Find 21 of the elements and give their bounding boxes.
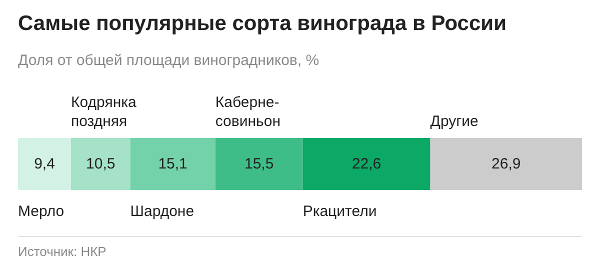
bar bbox=[215, 138, 303, 190]
data-label: 26,9 bbox=[492, 156, 521, 172]
series-label: Кодрянка поздняя bbox=[71, 94, 137, 130]
bar bbox=[18, 138, 72, 190]
data-label: 15,1 bbox=[158, 156, 188, 172]
bar bbox=[130, 138, 216, 190]
data-label: 15,5 bbox=[244, 156, 274, 172]
series-label: Мерло bbox=[18, 203, 64, 220]
bar bbox=[302, 138, 430, 190]
chart-subtitle: Доля от общей площади виноградников, % bbox=[18, 52, 320, 69]
bar bbox=[71, 138, 130, 190]
series-label: Шардоне bbox=[130, 203, 194, 220]
series-label: Каберне-совиньон bbox=[215, 94, 280, 130]
series-label: Другие bbox=[430, 113, 478, 130]
bar bbox=[430, 138, 582, 190]
text: Источник: НКР bbox=[18, 244, 106, 259]
data-label: 10,5 bbox=[86, 156, 116, 172]
series-label: Ркацители bbox=[302, 203, 377, 220]
chart-title: Самые популярные сорта винограда в России bbox=[18, 12, 506, 36]
data-label: 22,6 bbox=[352, 156, 382, 172]
data-label: 9,4 bbox=[34, 156, 55, 172]
